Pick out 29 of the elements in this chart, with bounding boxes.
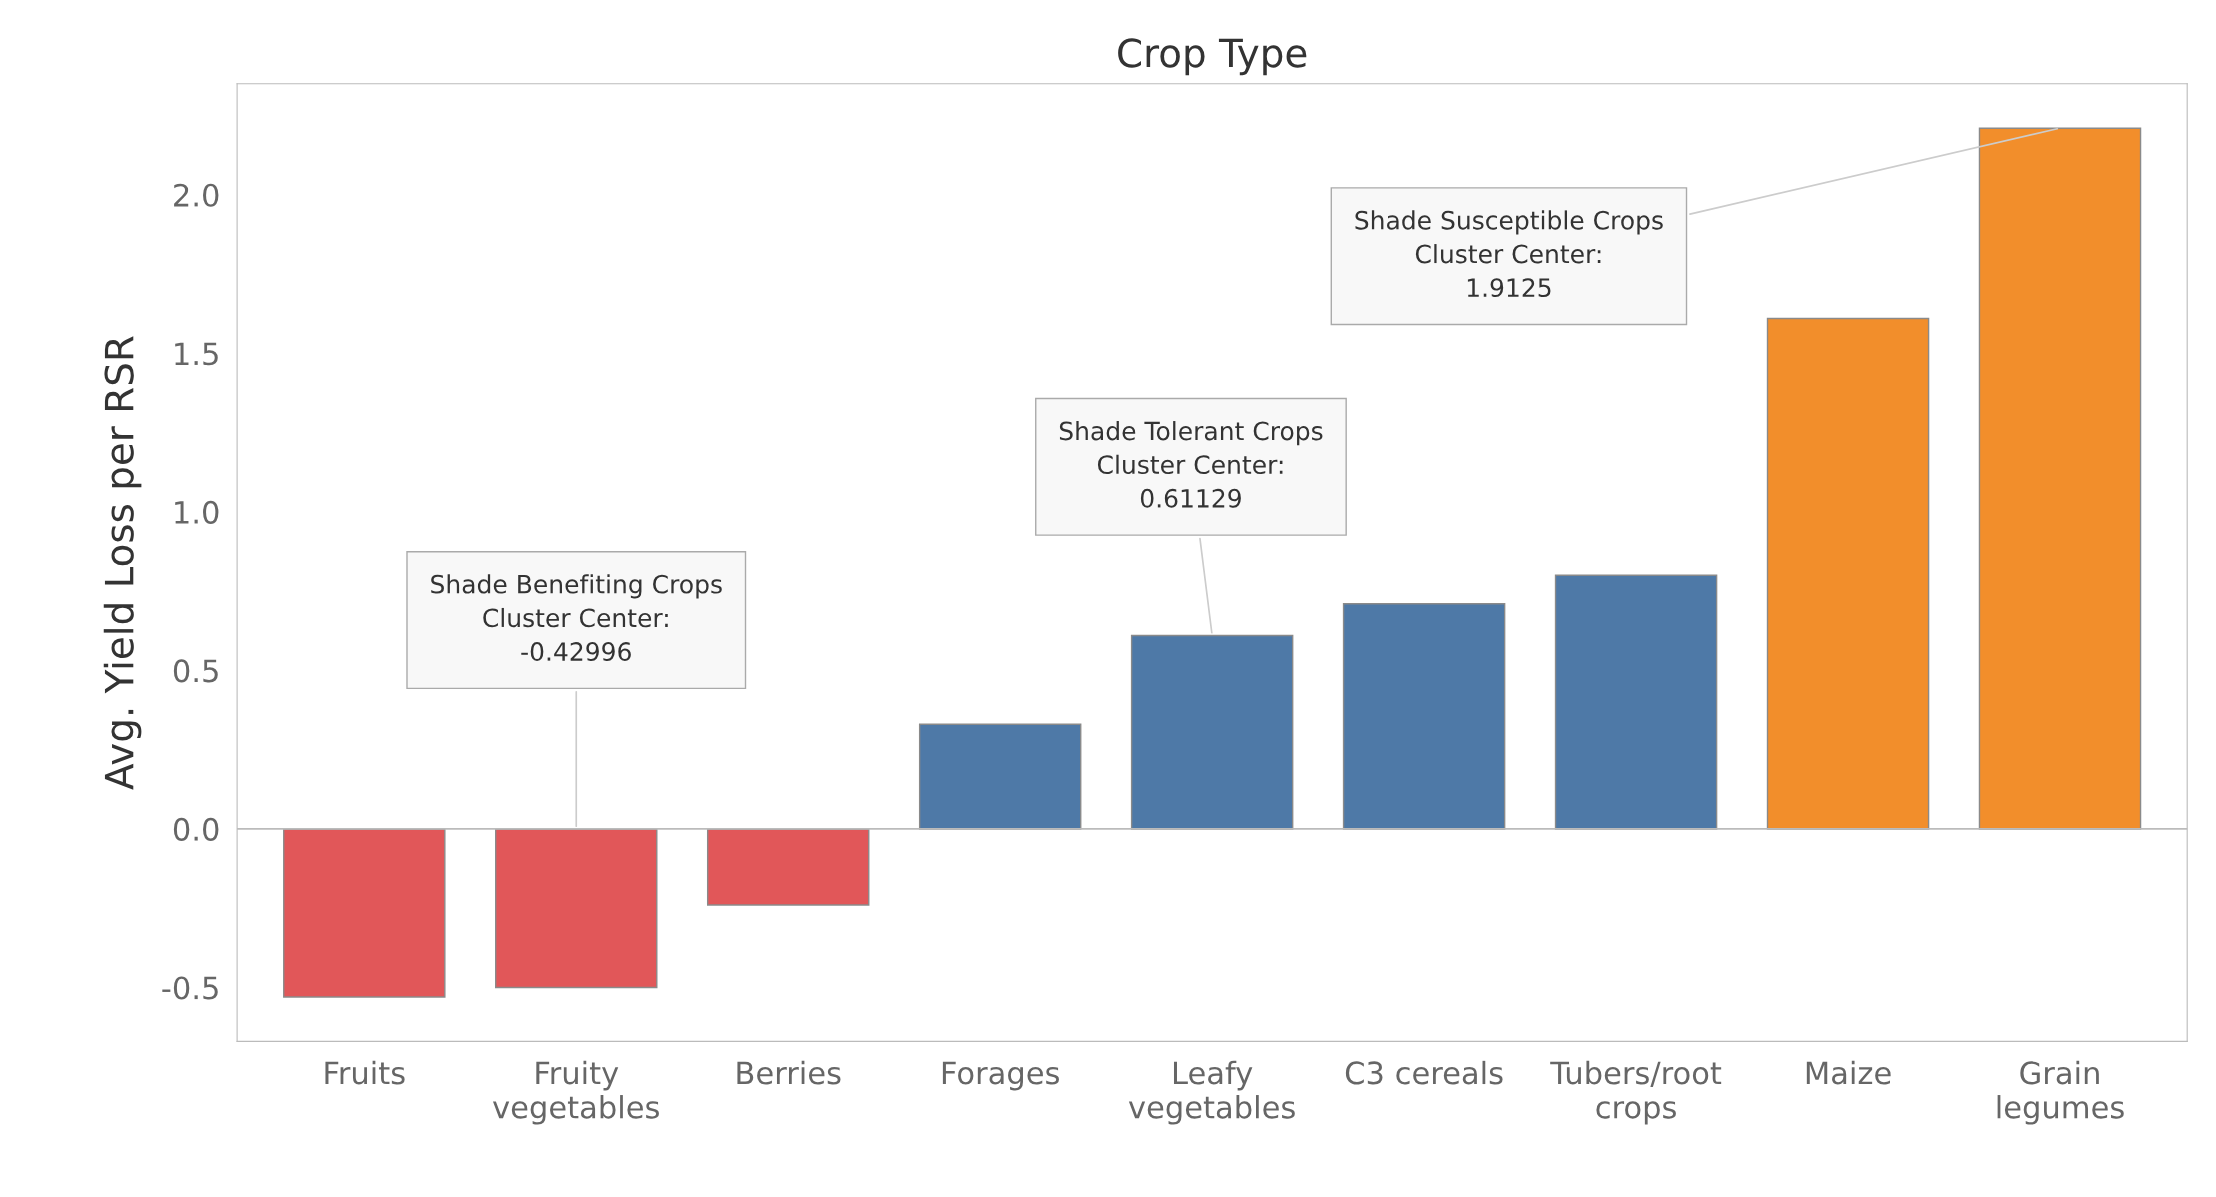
bar xyxy=(495,828,658,989)
y-tick-label: 0.5 xyxy=(173,659,218,683)
bar xyxy=(1978,127,2142,830)
annotation: Shade Tolerant Crops Cluster Center: 0.61129 xyxy=(1059,421,1323,508)
bar xyxy=(1554,574,1718,830)
y-tick-label: 2.0 xyxy=(174,183,219,207)
y-tick-label: 1.0 xyxy=(175,500,219,524)
y-tick-label: 1.5 xyxy=(175,342,218,366)
y-tick-label: -0.5 xyxy=(162,976,218,1000)
x-tick-label: Fruits xyxy=(325,1060,405,1085)
annotation: Shade Susceptible Crops Cluster Center: 1.9125 xyxy=(1355,210,1663,298)
x-tick-label: Berries xyxy=(737,1060,841,1085)
x-tick-label: Tubers/root crops xyxy=(1550,1060,1722,1125)
bar xyxy=(1342,603,1506,830)
bar xyxy=(1130,634,1294,830)
x-tick-label: Maize xyxy=(1806,1060,1891,1085)
x-tick-label: Leafy vegetables xyxy=(1128,1060,1295,1125)
x-tick-label: Fruity vegetables xyxy=(492,1060,659,1125)
bar xyxy=(1766,317,1930,830)
bar xyxy=(283,828,446,998)
bar xyxy=(918,723,1082,830)
x-tick-label: Forages xyxy=(942,1061,1059,1091)
x-tick-label: C3 cereals xyxy=(1345,1060,1503,1085)
x-tick-label: Grain legumes xyxy=(1997,1060,2124,1125)
annotation: Shade Benefiting Crops Cluster Center: -0.42996 xyxy=(431,574,722,661)
y-tick-label: 0.0 xyxy=(173,817,219,841)
y-axis-title: Avg. Yield Loss per RSR xyxy=(103,336,142,790)
bar xyxy=(706,828,870,906)
chart-title: Crop Type xyxy=(1118,38,1307,76)
